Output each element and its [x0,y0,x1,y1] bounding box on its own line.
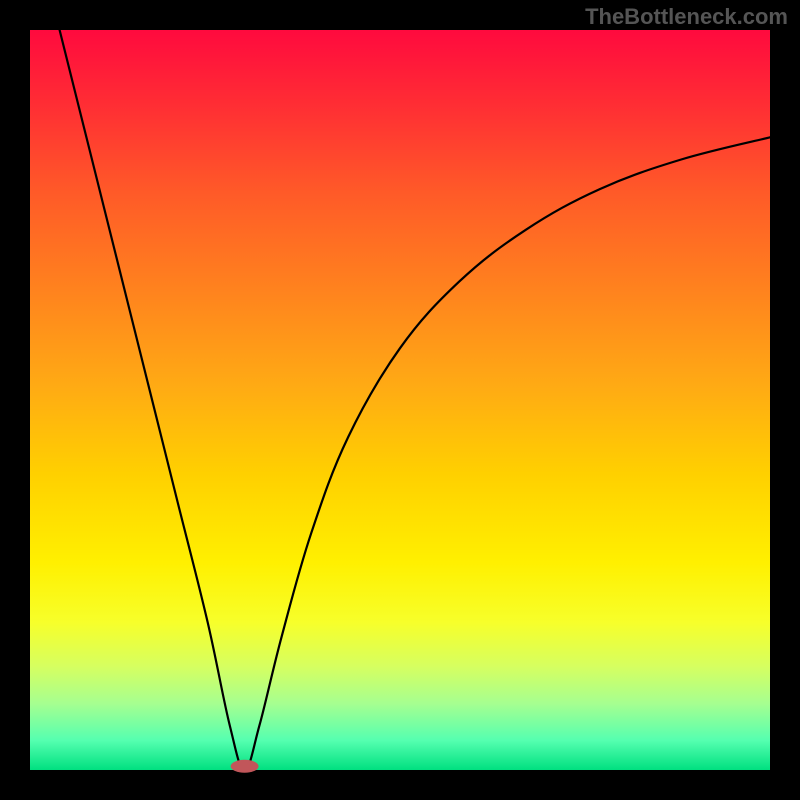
chart-container: TheBottleneck.com [0,0,800,800]
plot-area [30,30,770,773]
optimal-point-marker [231,760,259,773]
bottleneck-chart [0,0,800,800]
gradient-background [30,30,770,770]
